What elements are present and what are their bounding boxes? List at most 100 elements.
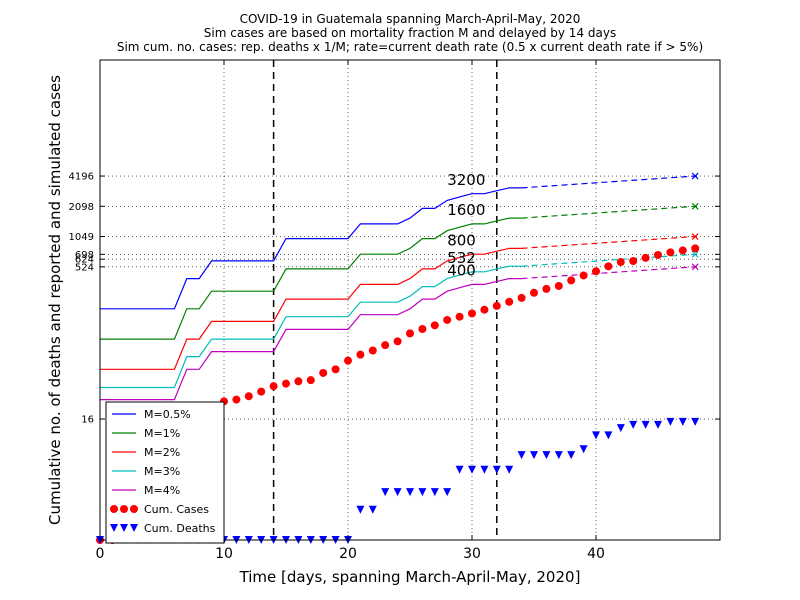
death-point <box>505 465 514 474</box>
x-tick-label: 40 <box>587 546 605 562</box>
death-point <box>554 451 563 460</box>
death-point <box>579 445 588 454</box>
death-point <box>517 451 526 460</box>
legend-label: Cum. Deaths <box>144 522 216 535</box>
death-point <box>443 488 452 497</box>
death-point <box>356 505 365 514</box>
y-tick-label: 2098 <box>69 202 94 213</box>
series-line <box>100 247 522 370</box>
death-point <box>393 488 402 497</box>
case-point <box>517 293 526 302</box>
case-point <box>505 297 514 306</box>
death-point <box>430 488 439 497</box>
case-point <box>455 312 464 321</box>
death-point <box>616 424 625 433</box>
case-point <box>641 253 650 262</box>
x-axis-label: Time [days, spanning March-April-May, 20… <box>239 568 581 586</box>
case-point <box>480 305 489 314</box>
title-line: Sim cum. no. cases: rep. deaths x 1/M; r… <box>117 40 703 54</box>
case-point <box>666 248 675 257</box>
death-point <box>381 488 390 497</box>
legend-label: M=0.5% <box>144 408 191 421</box>
legend: M=0.5% M=1% M=2% M=3% M=4% Cum. Cases Cum. Dea… <box>105 401 225 544</box>
annotation-label: 800 <box>447 231 476 249</box>
projection-end-marker <box>691 250 699 258</box>
legend-swatch <box>130 524 138 532</box>
death-point <box>368 505 377 514</box>
case-point <box>244 392 253 401</box>
x-tick-label: 20 <box>339 546 357 562</box>
series-lines <box>100 187 522 401</box>
projection-line <box>521 205 696 219</box>
case-point <box>406 329 414 338</box>
series-line <box>100 187 522 310</box>
death-point <box>567 451 576 460</box>
projection-line <box>521 175 696 189</box>
series-line <box>100 217 522 340</box>
case-point <box>654 250 662 259</box>
case-point <box>269 382 278 391</box>
case-point <box>368 346 377 355</box>
y-tick-label: 16 <box>81 415 94 426</box>
case-point <box>579 271 588 280</box>
case-point <box>567 276 576 285</box>
death-point <box>654 420 662 429</box>
death-point <box>530 451 538 460</box>
death-point <box>468 465 476 474</box>
legend-box <box>105 401 225 544</box>
y-axis-label: Cumulative no. of deaths and reported an… <box>46 75 64 525</box>
death-point <box>629 420 638 429</box>
legend-swatch <box>120 505 128 513</box>
projection-end-marker <box>691 202 699 210</box>
case-point <box>344 356 352 365</box>
x-axis-ticks: 0 10 20 30 40 <box>96 60 605 562</box>
projection-end-marker <box>691 172 699 180</box>
case-point <box>282 379 290 388</box>
x-tick-label: 0 <box>96 546 105 562</box>
title-line: Sim cases are based on mortality fractio… <box>204 26 616 40</box>
legend-label: M=2% <box>144 446 180 459</box>
legend-swatch <box>110 524 118 532</box>
death-point <box>604 431 613 440</box>
annotation-label: 532 <box>447 249 476 267</box>
case-point <box>393 337 402 346</box>
event-lines <box>272 60 498 540</box>
x-tick-label: 30 <box>463 546 481 562</box>
case-point <box>592 267 600 276</box>
projection-line <box>521 266 696 280</box>
y-tick-label: 4196 <box>69 172 94 183</box>
legend-label: M=3% <box>144 465 180 478</box>
case-point <box>294 377 303 386</box>
death-point <box>455 465 464 474</box>
death-point <box>492 465 501 474</box>
case-point <box>356 350 365 359</box>
death-point <box>641 420 650 429</box>
title-line: COVID-19 in Guatemala spanning March-Apr… <box>240 12 581 26</box>
case-point <box>542 284 551 293</box>
y-tick-label: 698 <box>75 250 94 261</box>
case-point <box>331 365 340 374</box>
annotation-label: 1600 <box>447 201 485 219</box>
case-point <box>554 281 563 290</box>
projection-lines <box>521 172 699 280</box>
case-point <box>604 262 613 271</box>
case-point <box>629 256 638 265</box>
death-point <box>666 417 675 426</box>
death-point <box>678 417 687 426</box>
y-tick-label: 1049 <box>69 232 94 243</box>
case-point <box>691 244 700 253</box>
legend-swatch <box>130 505 138 513</box>
case-point <box>257 387 266 396</box>
case-point <box>530 288 538 297</box>
legend-label: M=4% <box>144 484 180 497</box>
case-point <box>306 376 315 385</box>
death-point <box>480 465 489 474</box>
case-point <box>430 321 439 330</box>
case-point <box>492 301 501 310</box>
case-point <box>616 258 625 267</box>
plot-frame <box>99 59 721 541</box>
case-point <box>468 309 476 318</box>
